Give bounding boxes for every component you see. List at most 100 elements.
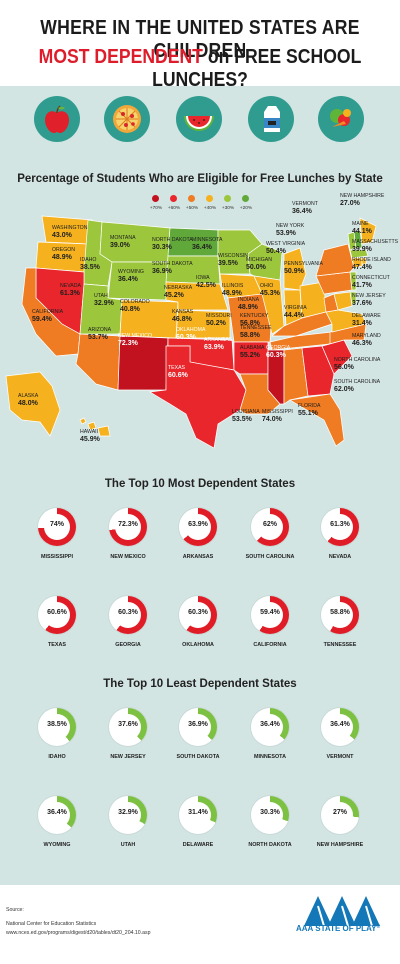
label-maine: MAINE 44.1%: [352, 221, 372, 235]
state-massachusetts: [349, 249, 369, 259]
map-title: Percentage of Students Who are Eligible …: [17, 173, 383, 185]
label-alaska: ALASKA 48.0%: [18, 393, 39, 407]
legend-label: +30%: [221, 206, 235, 211]
donut-value: 63.9%: [188, 521, 208, 528]
state-mississippi: [267, 349, 285, 405]
state-illinois: [253, 275, 285, 335]
label-minnesota: MINNESOTA 36.4%: [192, 237, 223, 251]
label-mississippi: MISSISSIPPI 74.0%: [262, 409, 293, 423]
label-nebraska: NEBRASKA 45.2%: [164, 285, 193, 299]
donut-state-name: NEW MEXICO: [110, 554, 146, 560]
donut-value: 62%: [262, 521, 277, 528]
donut-state-name: VERMONT: [326, 754, 354, 760]
title-line-1: WHERE IN THE UNITED STATES ARE CHILDREN: [40, 17, 360, 62]
label-wisconsin: WISCONSIN 39.5%: [218, 253, 248, 267]
us-map: WASHINGTON 43.0% OREGON 48.9% IDAHO 38.5% M…: [0, 193, 400, 464]
header: WHERE IN THE UNITED STATES ARE CHILDREN …: [0, 0, 400, 91]
state-alabama: [283, 347, 309, 405]
state-arizona: [75, 333, 121, 391]
label-louisiana: LOUISIANA 53.5%: [232, 409, 260, 423]
label-rhode-island: RHODE ISLAND 47.4%: [352, 257, 391, 271]
legend-swatch-70: [152, 195, 159, 202]
donut-state-name: DELAWARE: [182, 842, 214, 848]
donut-value: 37.6%: [118, 721, 138, 728]
aaa-logo-icon: [304, 896, 380, 927]
donut-state-name: NEW HAMPSHIRE: [316, 842, 364, 848]
label-iowa: IOWA 42.5%: [196, 275, 216, 289]
donut-chart-new-jersey: 37.6%: [109, 708, 147, 746]
label-colorado: COLORADO 40.8%: [120, 299, 150, 313]
donut-hole: [44, 514, 70, 540]
donut-chart-wyoming: 36.4%: [38, 796, 76, 834]
donut-value: 36.9%: [188, 721, 208, 728]
donut-state-name: TEXAS: [48, 642, 66, 648]
donut-state-name: MISSISSIPPI: [40, 554, 74, 560]
label-oregon: OREGON 48.9%: [52, 247, 76, 261]
label-new-hampshire: NEW HAMPSHIRE 27.0%: [340, 193, 385, 207]
label-texas: TEXAS 60.6%: [168, 365, 188, 379]
donut-hole: [115, 714, 141, 740]
donut-chart-nevada: 61.3%: [321, 508, 359, 546]
logo-text: AAA STATE OF PLAY®: [296, 924, 381, 933]
donut-chart-minnesota: 36.4%: [251, 708, 289, 746]
state-hawaii: [79, 417, 111, 437]
donut-value: 36.4%: [260, 721, 280, 728]
donut-chart-texas: 60.6%: [38, 596, 76, 634]
source-block: Source: National Center for Education St…: [6, 906, 150, 937]
label-hawaii: HAWAII 45.9%: [80, 429, 100, 443]
source-url[interactable]: www.nces.ed.gov/programs/digest/d20/tabl…: [6, 929, 151, 936]
donut-hole: [257, 714, 283, 740]
state-maine: [359, 217, 377, 245]
label-south-carolina: SOUTH CAROLINA 62.0%: [334, 379, 381, 393]
donut-chart-arkansas: 63.9%: [179, 508, 217, 546]
donut-state-name: TENNESSEE: [323, 642, 357, 648]
legend-swatch-50: [188, 195, 195, 202]
state-rhode-island: [361, 257, 367, 265]
label-maryland: MARYLAND 46.3%: [352, 333, 381, 347]
donut-value: 60.6%: [47, 609, 67, 616]
donut-state-name: OKLAHOMA: [182, 642, 214, 648]
label-new-jersey: NEW JERSEY 37.6%: [352, 293, 386, 307]
legend-swatch-30: [224, 195, 231, 202]
donut-state-name: ARKANSAS: [182, 554, 214, 560]
donut-state-name: SOUTH CAROLINA: [245, 554, 295, 560]
watermelon-icon: [176, 96, 222, 142]
donut-chart-north-dakota: 30.3%: [251, 796, 289, 834]
donut-value: 60.3%: [188, 609, 208, 616]
donut-value: 38.5%: [47, 721, 67, 728]
donut-value: 27%: [332, 809, 347, 816]
donut-state-name: SOUTH DAKOTA: [176, 754, 220, 760]
state-new-hampshire: [353, 229, 363, 249]
footer: [0, 885, 400, 964]
donut-hole: [327, 602, 353, 628]
donut-hole: [44, 602, 70, 628]
donut-state-name: NEVADA: [328, 554, 352, 560]
label-kansas: KANSAS 46.8%: [172, 309, 194, 323]
donut-state-name: CALIFORNIA: [253, 642, 287, 648]
donut-hole: [257, 802, 283, 828]
label-indiana: INDIANA 48.9%: [238, 297, 260, 311]
donut-value: 74%: [49, 521, 64, 528]
source-name: National Center for Education Statistics: [6, 921, 97, 928]
donut-chart-south-carolina: 62%: [251, 508, 289, 546]
vegetables-icon: [318, 96, 364, 142]
donut-hole: [185, 714, 211, 740]
state-texas: [148, 345, 247, 449]
label-vermont: VERMONT 36.4%: [292, 201, 318, 215]
donut-hole: [327, 802, 353, 828]
state-michigan: [283, 247, 307, 291]
label-tennessee: TENNESSEE 58.8%: [240, 325, 272, 339]
donut-chart-south-dakota: 36.9%: [179, 708, 217, 746]
donut-hole: [115, 802, 141, 828]
label-delaware: DELAWARE 31.4%: [352, 313, 381, 327]
donut-state-name: IDAHO: [48, 754, 66, 760]
legend-label: +40%: [203, 206, 217, 211]
donut-state-name: UTAH: [120, 842, 136, 848]
donut-value: 36.4%: [47, 809, 67, 816]
label-nevada: NEVADA 61.3%: [60, 283, 81, 297]
state-alaska: [5, 371, 61, 437]
us-map-shapes: [5, 215, 377, 449]
food-icons-row: [0, 96, 400, 156]
donut-chart-georgia: 60.3%: [109, 596, 147, 634]
state-new-york: [315, 243, 355, 277]
